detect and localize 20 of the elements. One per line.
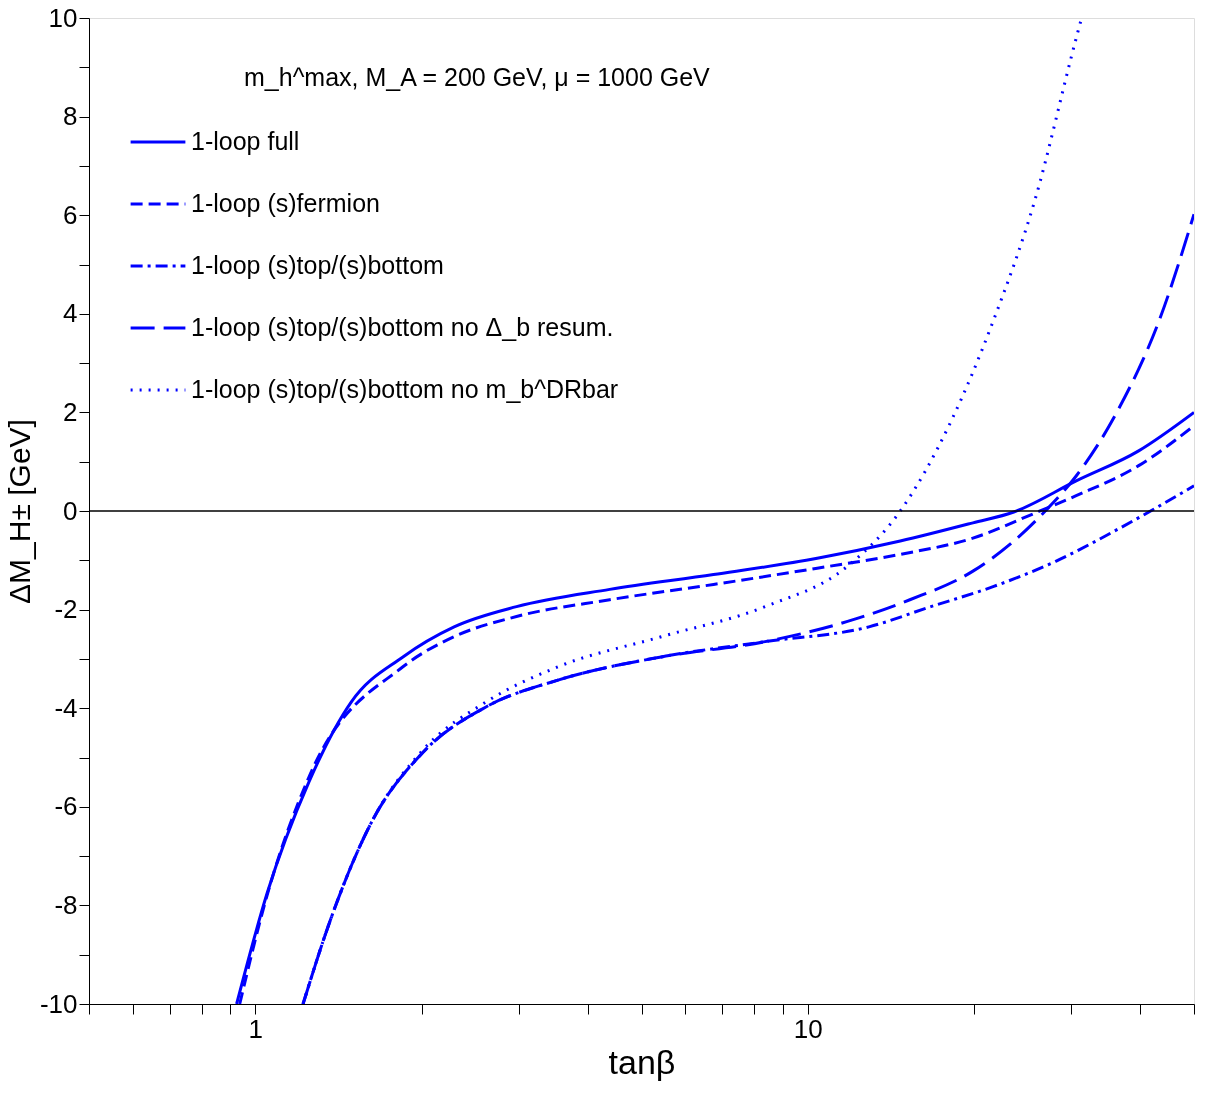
y-tick-label: 4 — [63, 298, 78, 329]
x-tick-label: 1 — [248, 1013, 264, 1044]
y-tick-label: -2 — [54, 594, 78, 625]
y-tick-label: -6 — [54, 791, 78, 822]
y-tick-label: -10 — [39, 988, 78, 1019]
y-tick-label: 0 — [63, 495, 78, 526]
y-axis-title: ΔM_H± [GeV] — [2, 419, 36, 604]
legend-label: 1-loop (s)top/(s)bottom no Δ_b resum. — [191, 313, 614, 341]
legend-label: 1-loop full — [191, 127, 300, 155]
legend-label: 1-loop (s)top/(s)bottom — [191, 251, 444, 279]
legend-label: 1-loop (s)top/(s)bottom no m_b^DRbar — [191, 375, 619, 403]
y-tick-label: 6 — [63, 199, 78, 230]
y-tick-label: -8 — [54, 889, 78, 920]
annotation: m_h^max, M_A = 200 GeV, μ = 1000 GeV — [244, 63, 711, 91]
y-tick-label: 10 — [48, 2, 78, 33]
legend-label: 1-loop (s)fermion — [191, 189, 380, 217]
y-tick-label: -4 — [54, 692, 78, 723]
y-tick-label: 2 — [63, 396, 78, 427]
x-axis-title: tanβ — [608, 1042, 676, 1081]
y-tick-label: 8 — [63, 101, 78, 132]
